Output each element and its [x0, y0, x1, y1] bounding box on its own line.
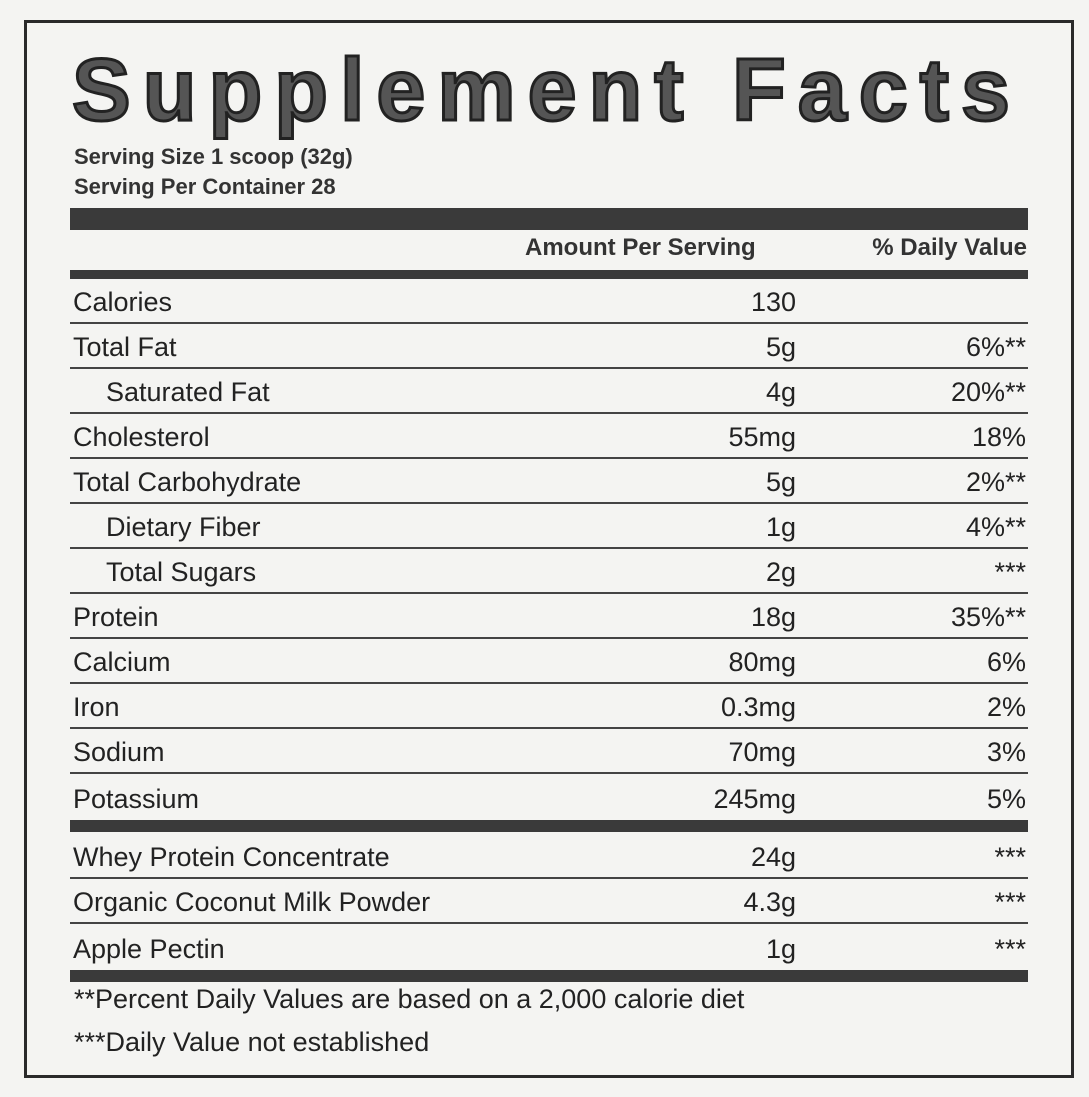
nutrient-amount: 24g	[750, 842, 796, 872]
nutrient-row: Cholesterol 55mg 18%	[70, 415, 1028, 459]
nutrient-label: Total Fat	[73, 332, 177, 362]
nutrient-daily-value: 5%	[986, 784, 1026, 814]
label-border	[24, 20, 1074, 1078]
nutrient-label: Saturated Fat	[106, 377, 270, 407]
daily-value-header: % Daily Value	[872, 234, 1027, 261]
nutrient-label: Protein	[73, 602, 159, 632]
thick-divider	[70, 208, 1028, 230]
nutrient-daily-value: 6%**	[965, 332, 1026, 362]
nutrient-daily-value: 2%**	[965, 467, 1026, 497]
nutrient-daily-value: ***	[994, 557, 1026, 587]
nutrient-row: Total Fat 5g 6%**	[70, 325, 1028, 369]
nutrient-row: Whey Protein Concentrate 24g ***	[70, 835, 1028, 879]
nutrient-amount: 4.3g	[743, 887, 796, 917]
nutrient-row: Organic Coconut Milk Powder 4.3g ***	[70, 880, 1028, 924]
nutrient-amount: 130	[750, 287, 796, 317]
nutrient-row: Calories 130	[70, 280, 1028, 324]
nutrient-daily-value: 4%**	[965, 512, 1026, 542]
nutrient-row: Calcium 80mg 6%	[70, 640, 1028, 684]
serving-size: Serving Size 1 scoop (32g)	[74, 144, 353, 169]
nutrient-row: Total Carbohydrate 5g 2%**	[70, 460, 1028, 504]
nutrient-label: Organic Coconut Milk Powder	[73, 887, 431, 917]
nutrient-amount: 1g	[765, 934, 796, 964]
nutrient-daily-value: 35%**	[950, 602, 1026, 632]
nutrient-row: Total Sugars 2g ***	[70, 550, 1028, 594]
nutrient-label: Calories	[73, 287, 173, 317]
nutrient-row: Saturated Fat 4g 20%**	[70, 370, 1028, 414]
nutrient-label: Total Sugars	[106, 557, 257, 587]
nutrient-amount: 0.3mg	[720, 692, 796, 722]
nutrient-amount: 5g	[765, 467, 796, 497]
nutrient-row: Sodium 70mg 3%	[70, 730, 1028, 774]
thick-divider	[70, 970, 1028, 982]
servings-per-container: Serving Per Container 28	[74, 174, 336, 199]
amount-header: Amount Per Serving	[525, 234, 756, 261]
nutrient-amount: 70mg	[728, 737, 796, 767]
nutrient-amount: 5g	[765, 332, 796, 362]
nutrient-amount: 18g	[750, 602, 796, 632]
nutrient-daily-value: 6%	[986, 647, 1026, 677]
thick-divider	[70, 820, 1028, 832]
nutrient-daily-value: ***	[994, 887, 1026, 917]
nutrient-amount: 4g	[765, 377, 796, 407]
nutrient-daily-value: 20%**	[950, 377, 1026, 407]
nutrient-label: Dietary Fiber	[106, 512, 261, 542]
nutrient-daily-value: ***	[994, 934, 1026, 964]
nutrient-daily-value: 2%	[986, 692, 1026, 722]
nutrient-label: Sodium	[73, 737, 165, 767]
nutrient-row: Protein 18g 35%**	[70, 595, 1028, 639]
nutrient-daily-value: 3%	[986, 737, 1026, 767]
nutrient-amount: 2g	[765, 557, 796, 587]
nutrient-row: Apple Pectin 1g ***	[70, 925, 1028, 969]
divider	[70, 270, 1028, 279]
nutrient-row: Iron 0.3mg 2%	[70, 685, 1028, 729]
nutrient-label: Whey Protein Concentrate	[73, 842, 390, 872]
nutrient-label: Iron	[73, 692, 120, 722]
nutrient-label: Calcium	[73, 647, 171, 677]
nutrient-label: Potassium	[73, 784, 200, 814]
nutrient-amount: 245mg	[713, 784, 796, 814]
nutrient-row: Potassium 245mg 5%	[70, 775, 1028, 819]
footnote: ***Daily Value not established	[74, 1027, 430, 1057]
nutrient-amount: 1g	[765, 512, 796, 542]
footnote: **Percent Daily Values are based on a 2,…	[74, 984, 745, 1014]
nutrient-row: Dietary Fiber 1g 4%**	[70, 505, 1028, 549]
label-title: Supplement Facts	[71, 40, 1022, 139]
nutrient-label: Cholesterol	[73, 422, 210, 452]
nutrient-amount: 80mg	[728, 647, 796, 677]
nutrient-amount: 55mg	[728, 422, 796, 452]
nutrient-daily-value: ***	[994, 842, 1026, 872]
nutrient-label: Apple Pectin	[73, 934, 225, 964]
nutrient-label: Total Carbohydrate	[73, 467, 302, 497]
nutrient-daily-value: 18%	[971, 422, 1026, 452]
